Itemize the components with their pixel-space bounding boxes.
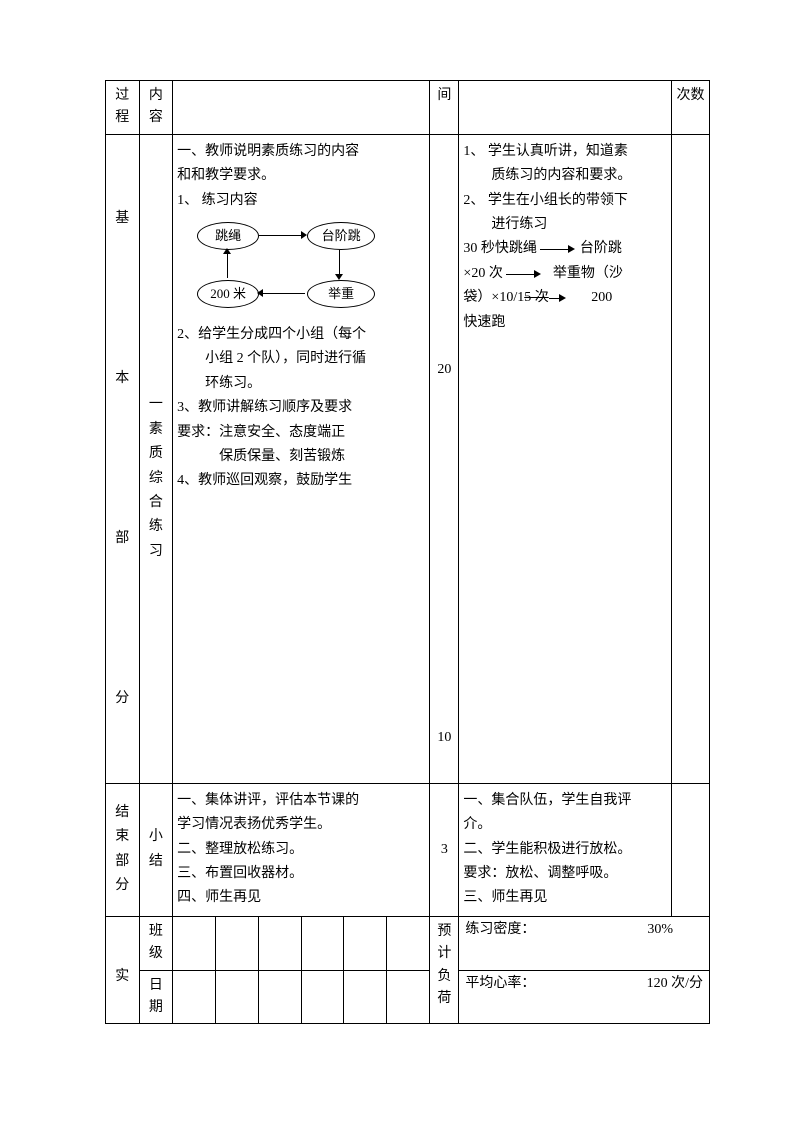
time-col-1: 20 10 (430, 134, 459, 783)
hdr-content: 内容 (139, 81, 173, 135)
class-cell (344, 917, 387, 970)
node-jump-rope: 跳绳 (197, 222, 259, 250)
class-cell (259, 917, 302, 970)
date-cell (259, 971, 302, 1024)
arrow-icon (506, 269, 542, 279)
class-cells (173, 916, 430, 970)
label-class: 班级 (139, 916, 173, 970)
date-cells (173, 970, 430, 1024)
date-cell (387, 971, 430, 1024)
arrow-icon (540, 244, 576, 254)
date-cell (216, 971, 259, 1024)
hdr-mid (173, 81, 430, 135)
body-row-1: 基 本 部 分 一 素 质 综 合 练 习 一、教师说明素质练习 (106, 134, 710, 783)
class-cell (301, 917, 344, 970)
class-cell (387, 917, 430, 970)
class-cell (216, 917, 259, 970)
count-col-2 (671, 783, 709, 916)
right-col-2: 一、集合队伍，学生自我评 介。 二、学生能积极进行放松。 要求：放松、调整呼吸。… (459, 783, 672, 916)
date-cell (173, 971, 216, 1024)
class-row: 实 班级 预计 负荷 练习密度： (106, 916, 710, 970)
date-cell (344, 971, 387, 1024)
hdr-time: 间 (430, 81, 459, 135)
time-col-2: 3 (430, 783, 459, 916)
hdr-count: 次数 (671, 81, 709, 135)
hr-row: 平均心率： 120 次/分 (459, 970, 709, 1023)
hdr-right (459, 81, 672, 135)
stat-value-col: 练习密度： 30% 平均心率： 120 次/分 (459, 916, 710, 1024)
label-date: 日期 (139, 970, 173, 1024)
flow-diagram: 跳绳 台阶跳 200 米 举重 (187, 218, 387, 318)
stat-label-col: 预计 负荷 (430, 916, 459, 1024)
mid-col-1: 一、教师说明素质练习的内容 和和教学要求。 1、 练习内容 跳绳 台阶跳 200… (173, 134, 430, 783)
node-weight: 举重 (307, 280, 375, 308)
count-col-1 (671, 134, 709, 783)
process-col-1: 基 本 部 分 (106, 134, 140, 783)
body-row-2: 结 束 部 分 小 结 一、集体讲评，评估本节课的 学习情况表扬优秀学生。 二、… (106, 783, 710, 916)
density-row: 练习密度： 30% (459, 917, 709, 970)
arrow-icon (549, 293, 567, 303)
right-col-1: 1、 学生认真听讲，知道素 质练习的内容和要求。 2、 学生在小组长的带领下 进… (459, 134, 672, 783)
process-col-2: 结 束 部 分 (106, 783, 140, 916)
node-200m: 200 米 (197, 280, 259, 308)
content-col-1: 一 素 质 综 合 练 习 (139, 134, 173, 783)
class-cell (173, 917, 216, 970)
node-step-jump: 台阶跳 (307, 222, 375, 250)
date-cell (301, 971, 344, 1024)
process-col-3: 实 (106, 916, 140, 1024)
content-col-2: 小 结 (139, 783, 173, 916)
header-row: 过程 内容 间 次数 (106, 81, 710, 135)
mid-col-2: 一、集体讲评，评估本节课的 学习情况表扬优秀学生。 二、整理放松练习。 三、布置… (173, 783, 430, 916)
